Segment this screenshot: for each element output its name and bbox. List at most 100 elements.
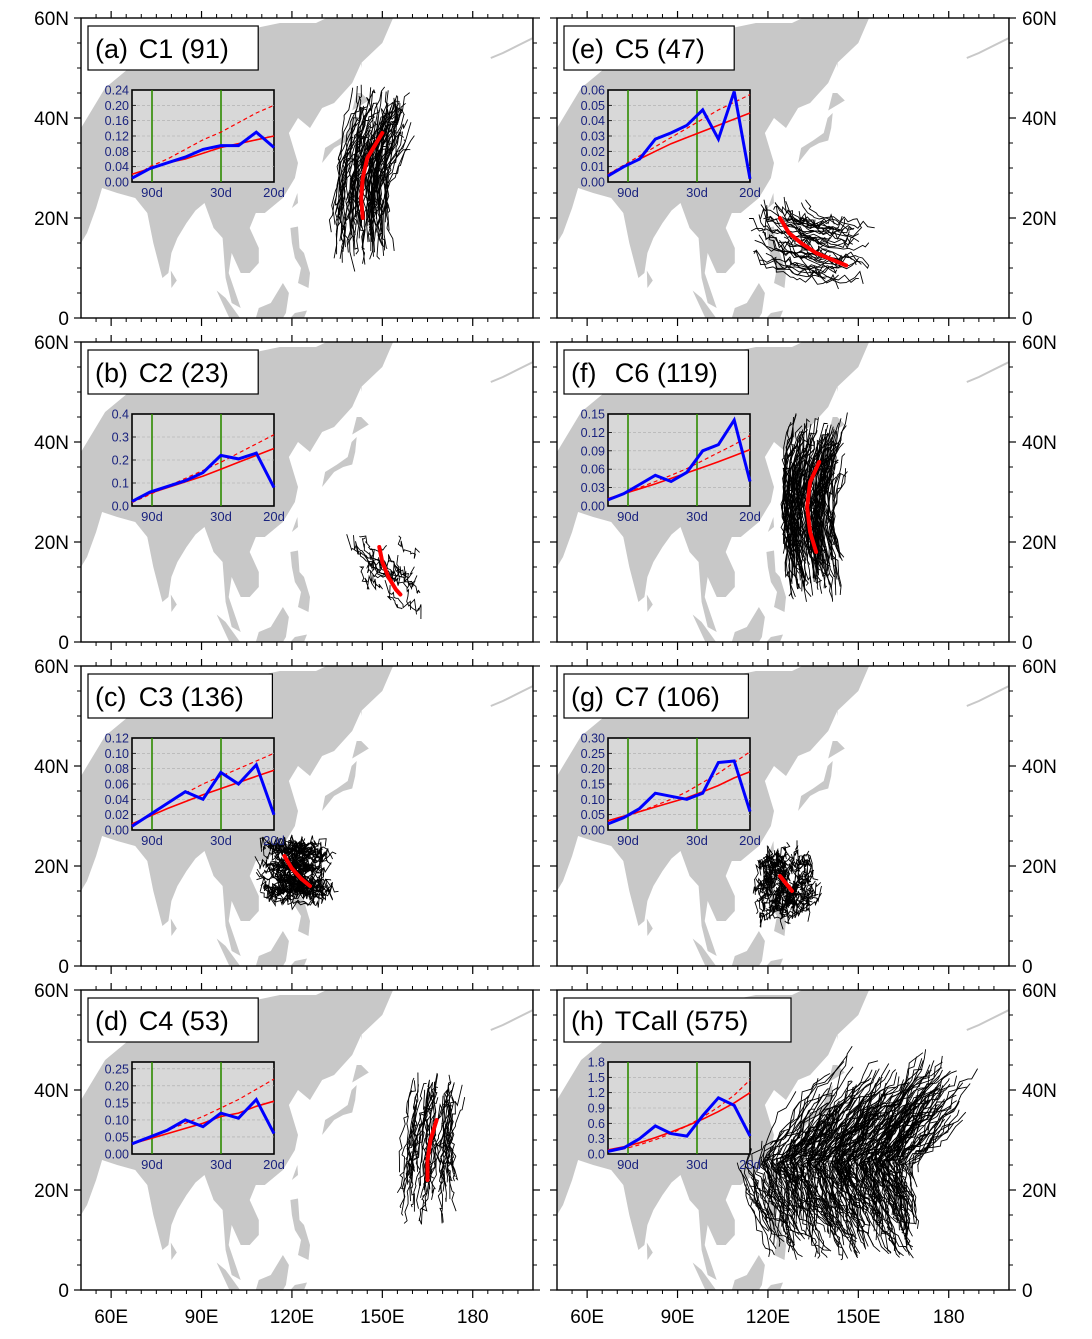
tc-track: [785, 1171, 795, 1247]
lon-tick-label: 60E: [94, 1307, 128, 1328]
tc-track: [798, 418, 819, 534]
panel-C4: 0 20N 40N 60N 60E 90E 120E 150E 180 (d) C4 (53) 0.0…: [34, 981, 540, 1328]
inset-y-tick-label: 0.12: [581, 426, 605, 440]
land-mass: [216, 290, 241, 318]
tc-track: [788, 442, 804, 579]
tc-track: [442, 1106, 453, 1202]
land-mass: [801, 642, 822, 647]
tc-track: [809, 1126, 836, 1184]
lat-tick-label: 40N: [34, 433, 69, 454]
tc-track: [779, 220, 860, 246]
lat-tick-label: 0: [58, 633, 69, 654]
inset-y-tick-label: 0.06: [105, 778, 129, 792]
inset-y-tick-label: 0.9: [588, 1102, 605, 1116]
inset-x-tick-label: 30d: [686, 509, 708, 524]
panel-label: (b): [95, 358, 128, 388]
tc-track: [775, 262, 839, 290]
mean-track: [359, 131, 385, 220]
tc-track: [893, 1149, 917, 1225]
tc-track: [897, 1091, 941, 1148]
inset-y-tick-label: 0.05: [581, 808, 605, 822]
tc-track: [829, 471, 848, 585]
lat-tick-label: 20N: [1022, 857, 1057, 878]
tc-track: [895, 1075, 958, 1140]
inset-y-tick-label: 0.20: [105, 99, 129, 113]
tc-track: [863, 1197, 890, 1255]
tc-track: [828, 1152, 841, 1211]
tc-track: [837, 1157, 864, 1233]
inset-y-tick-label: 0.10: [105, 747, 129, 761]
tc-track: [897, 1104, 939, 1172]
inset-x-tick-label: 30d: [210, 833, 232, 848]
tc-track: [768, 1132, 800, 1191]
land-mass: [766, 550, 786, 612]
tc-track: [792, 459, 806, 581]
tc-track: [886, 1083, 929, 1139]
tc-track: [874, 1111, 900, 1176]
tc-track: [768, 851, 795, 873]
tc-track: [274, 861, 301, 870]
tc-track: [764, 217, 815, 242]
land-mass: [692, 938, 717, 966]
lat-tick-label: 20N: [34, 209, 69, 230]
tc-track: [800, 1164, 813, 1225]
land-mass: [322, 1085, 357, 1135]
tc-track: [802, 884, 809, 906]
tc-track: [351, 135, 365, 250]
inset-y-tick-label: 0.00: [105, 1148, 129, 1162]
inset-x-tick-label: 20d: [263, 1157, 285, 1172]
tc-track: [744, 1165, 785, 1224]
tc-track: [908, 1100, 960, 1176]
inset-x-tick-label: 90d: [141, 833, 163, 848]
tc-track: [809, 1069, 873, 1146]
land-mass: [322, 761, 357, 811]
tc-track: [814, 1150, 844, 1227]
inset-y-tick-label: 0.25: [105, 1062, 129, 1076]
lon-tick-label: 150E: [836, 1307, 880, 1328]
tc-track: [899, 1123, 951, 1184]
panel-title-box: [87, 997, 259, 1043]
tc-track: [803, 1172, 838, 1226]
tc-track: [843, 1118, 882, 1186]
land-mass: [766, 1282, 783, 1290]
inset-observed: [131, 761, 276, 828]
tc-track: [792, 889, 819, 912]
lon-tick-label: 180: [933, 1307, 965, 1328]
lat-tick-label: 20N: [1022, 1181, 1057, 1202]
inset-x-tick-label: 30d: [686, 833, 708, 848]
tc-track: [765, 252, 843, 269]
panel-title: C5 (47): [615, 34, 705, 64]
tc-track: [751, 1140, 772, 1216]
tc-track: [816, 1133, 840, 1211]
tc-track: [800, 202, 875, 229]
tc-track: [808, 1149, 832, 1238]
tc-track: [403, 1132, 421, 1224]
land-mass: [322, 113, 357, 163]
land-mass: [828, 93, 845, 111]
inset-y-tick-label: 0.00: [105, 824, 129, 838]
land-mass: [255, 283, 289, 318]
tc-track: [834, 1127, 862, 1201]
coastline: [966, 666, 1009, 707]
lat-tick-label: 20N: [34, 1181, 69, 1202]
tc-track: [793, 221, 852, 249]
inset-y-tick-label: 1.8: [588, 1056, 605, 1070]
inset-y-tick-label: 0.03: [581, 481, 605, 495]
tc-track: [785, 201, 845, 231]
land-mass: [291, 517, 298, 532]
tc-track: [768, 897, 789, 920]
inset-observed: [131, 1096, 276, 1146]
lat-tick-label: 0: [58, 957, 69, 978]
tc-track: [371, 131, 403, 257]
inset-y-tick-label: 0.10: [581, 793, 605, 807]
tc-track: [840, 1146, 870, 1188]
tc-track: [787, 1181, 808, 1236]
coastline: [966, 18, 1009, 59]
coastline: [490, 18, 533, 59]
tc-track: [806, 1121, 829, 1210]
tc-track: [829, 453, 846, 580]
land-mass: [801, 966, 822, 971]
inset-observed: [607, 759, 752, 826]
land-mass: [290, 1282, 307, 1290]
tc-track: [842, 1090, 887, 1155]
